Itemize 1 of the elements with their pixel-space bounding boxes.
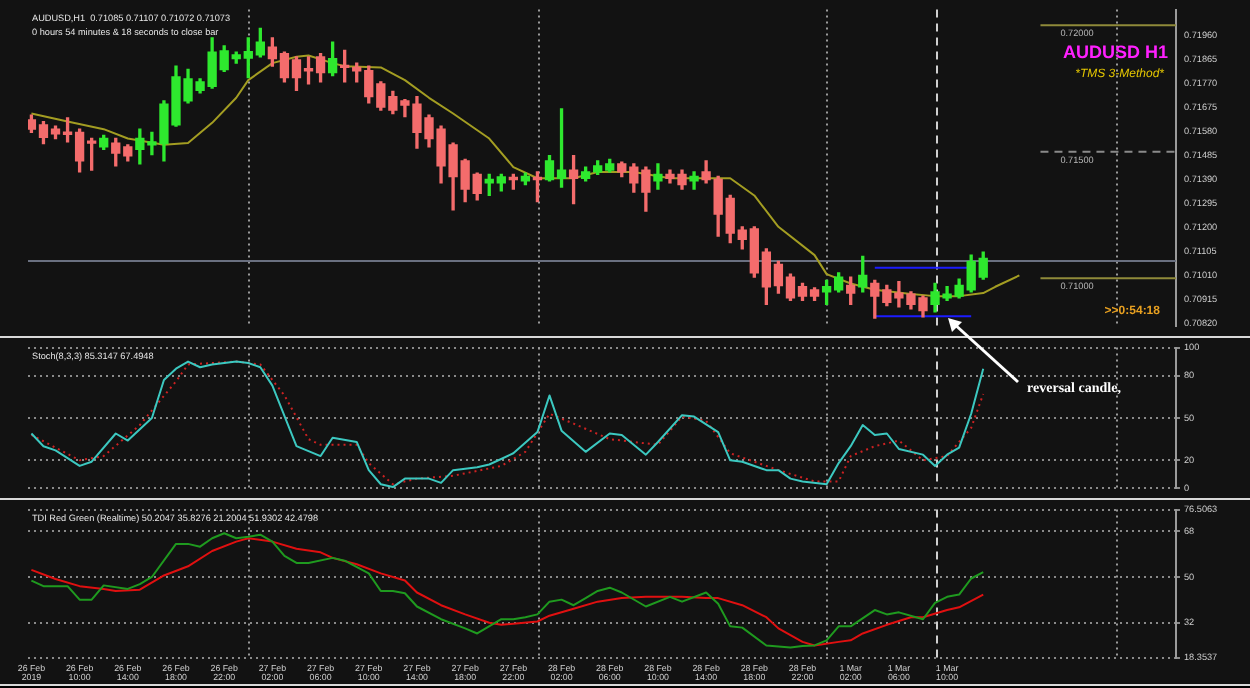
text: AUDUSD H1 xyxy=(1062,41,1168,62)
